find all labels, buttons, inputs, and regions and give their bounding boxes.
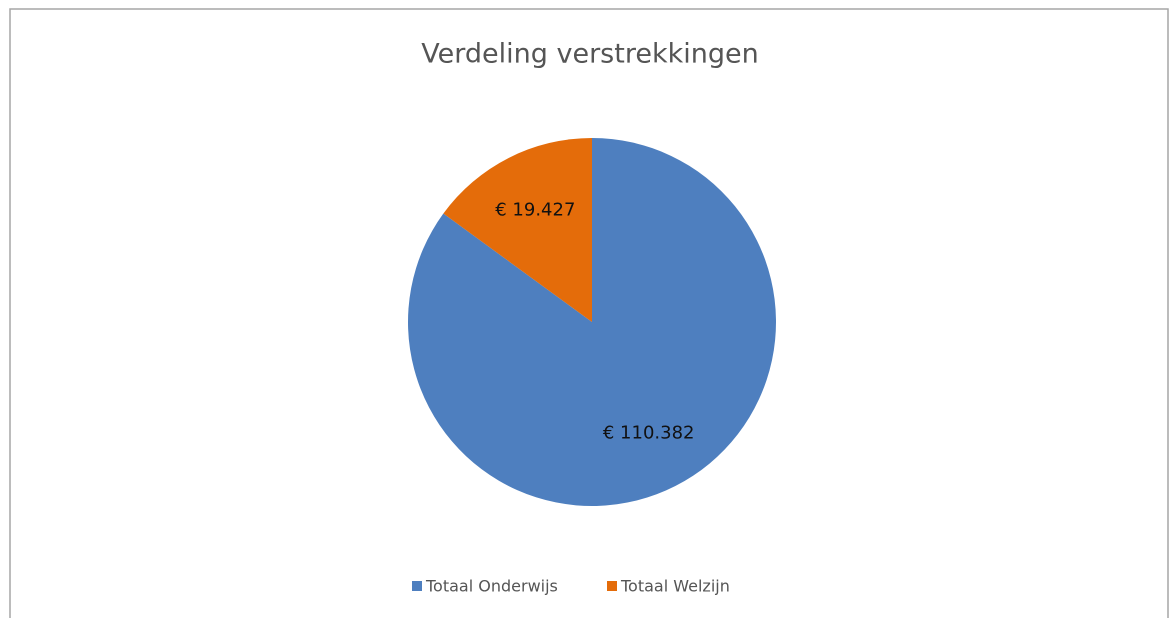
data-label: € 19.427	[495, 199, 575, 220]
legend-swatch	[607, 581, 617, 591]
legend-label: Totaal Onderwijs	[425, 577, 558, 596]
data-label: € 110.382	[603, 423, 695, 444]
chart-title: Verdeling verstrekkingen	[421, 39, 758, 70]
legend-swatch	[412, 581, 422, 591]
pie-slice	[443, 138, 592, 322]
legend-label: Totaal Welzijn	[620, 577, 730, 596]
